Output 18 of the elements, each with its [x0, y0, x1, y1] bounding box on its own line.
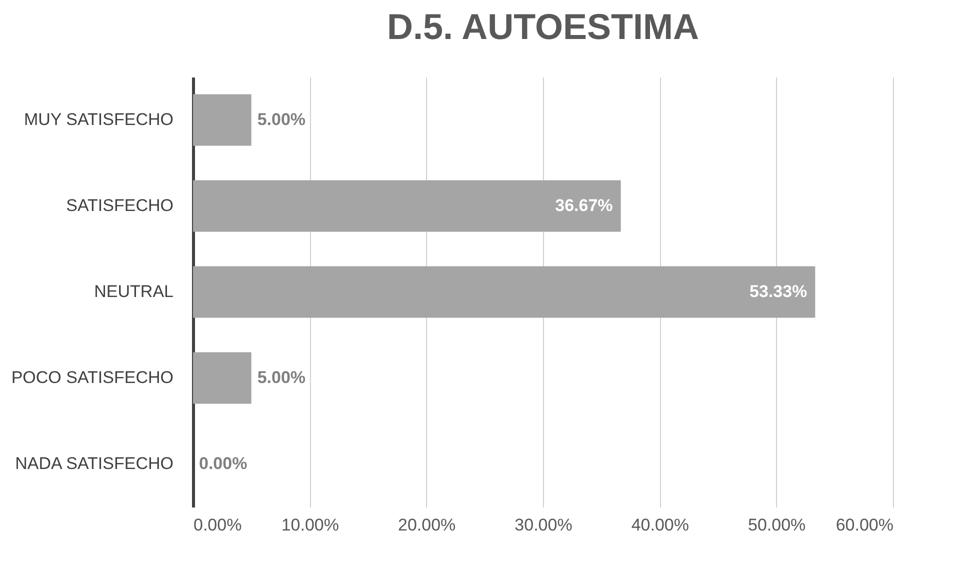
y-tick-label: SATISFECHO: [66, 196, 174, 215]
x-tick-label: 40.00%: [631, 516, 690, 534]
x-tick-label: 20.00%: [398, 516, 456, 534]
x-tick-label: 0.00%: [194, 516, 242, 534]
y-tick-label: MUY SATISFECHO: [24, 110, 174, 129]
data-label: 53.33%: [750, 282, 808, 301]
chart-title: D.5. AUTOESTIMA: [386, 6, 700, 47]
data-label: 36.67%: [555, 196, 613, 215]
x-tick-label: 50.00%: [748, 516, 806, 534]
x-tick-label: 10.00%: [281, 516, 340, 534]
y-tick-label: NEUTRAL: [94, 282, 174, 301]
data-label: 5.00%: [257, 110, 306, 129]
data-label: 0.00%: [199, 454, 248, 473]
y-tick-label: NADA SATISFECHO: [15, 454, 174, 473]
x-tick-label: 30.00%: [514, 516, 572, 534]
y-tick-label: POCO SATISFECHO: [11, 368, 174, 387]
x-tick-label: 60.00%: [836, 516, 894, 534]
data-label: 5.00%: [257, 368, 306, 387]
